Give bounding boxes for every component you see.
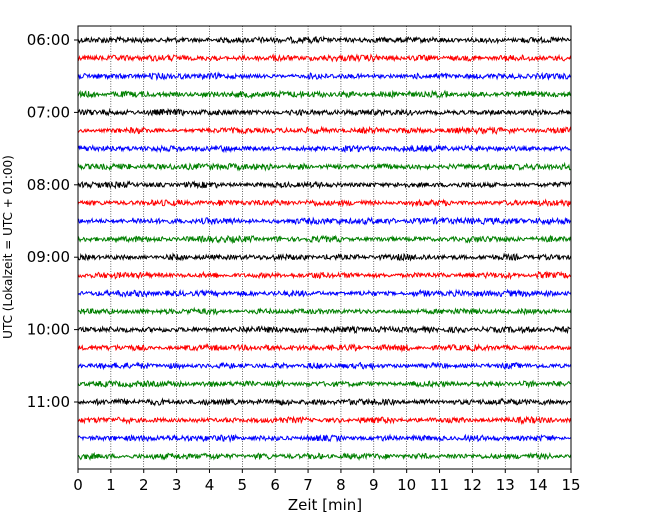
trace-0815 bbox=[77, 198, 572, 208]
y-axis-ticks: 06:00 07:00 08:00 09:00 10:00 11:00 bbox=[27, 31, 78, 411]
y-axis-label: UTC (Lokalzeit = UTC + 01:00) bbox=[1, 155, 15, 339]
trace-0830 bbox=[77, 216, 572, 226]
trace-0730 bbox=[77, 144, 572, 154]
trace-0645 bbox=[77, 89, 572, 100]
x-tick-label: 13 bbox=[496, 476, 515, 494]
x-tick-label: 9 bbox=[369, 476, 379, 494]
x-tick-label: 4 bbox=[205, 476, 215, 494]
x-axis-ticks: 0 1 2 3 4 5 6 7 8 9 10 11 12 13 14 15 bbox=[73, 469, 581, 494]
x-tick-label: 7 bbox=[303, 476, 313, 494]
x-tick-label: 0 bbox=[73, 476, 83, 494]
x-tick-label: 8 bbox=[336, 476, 346, 494]
trace-0845 bbox=[77, 234, 572, 245]
trace-1100 bbox=[77, 397, 572, 407]
y-tick-label: 07:00 bbox=[27, 103, 70, 121]
x-tick-label: 11 bbox=[430, 476, 449, 494]
trace-1030 bbox=[77, 361, 572, 371]
x-tick-label: 14 bbox=[529, 476, 548, 494]
y-tick-label: 09:00 bbox=[27, 248, 70, 266]
trace-0800 bbox=[77, 180, 572, 190]
trace-1130 bbox=[77, 433, 572, 444]
trace-1045 bbox=[77, 379, 572, 389]
trace-1015 bbox=[77, 343, 572, 353]
trace-0630 bbox=[77, 71, 572, 81]
trace-0915 bbox=[77, 270, 572, 281]
y-tick-label: 10:00 bbox=[27, 321, 70, 339]
y-tick-label: 11:00 bbox=[27, 393, 70, 411]
y-tick-label: 08:00 bbox=[27, 176, 70, 194]
trace-0930 bbox=[77, 288, 572, 298]
plot-frame bbox=[77, 25, 572, 470]
x-tick-label: 15 bbox=[561, 476, 580, 494]
trace-0745 bbox=[77, 161, 572, 172]
trace-0715 bbox=[77, 125, 572, 136]
x-tick-label: 12 bbox=[463, 476, 482, 494]
x-tick-label: 2 bbox=[139, 476, 149, 494]
seismic-traces bbox=[77, 35, 572, 461]
y-tick-label: 06:00 bbox=[27, 31, 70, 49]
x-tick-label: 3 bbox=[172, 476, 182, 494]
trace-0615 bbox=[77, 53, 572, 63]
trace-1000 bbox=[77, 325, 572, 335]
trace-1145 bbox=[77, 451, 572, 461]
x-tick-label: 10 bbox=[397, 476, 416, 494]
trace-1115 bbox=[77, 415, 572, 426]
plot-background bbox=[78, 26, 571, 469]
x-tick-label: 6 bbox=[270, 476, 280, 494]
trace-0600 bbox=[77, 35, 572, 45]
x-axis-label: Zeit [min] bbox=[288, 496, 362, 514]
trace-0900 bbox=[77, 252, 572, 262]
x-tick-label: 5 bbox=[238, 476, 248, 494]
trace-0700 bbox=[77, 107, 572, 117]
trace-0945 bbox=[77, 306, 572, 316]
x-tick-label: 1 bbox=[106, 476, 116, 494]
